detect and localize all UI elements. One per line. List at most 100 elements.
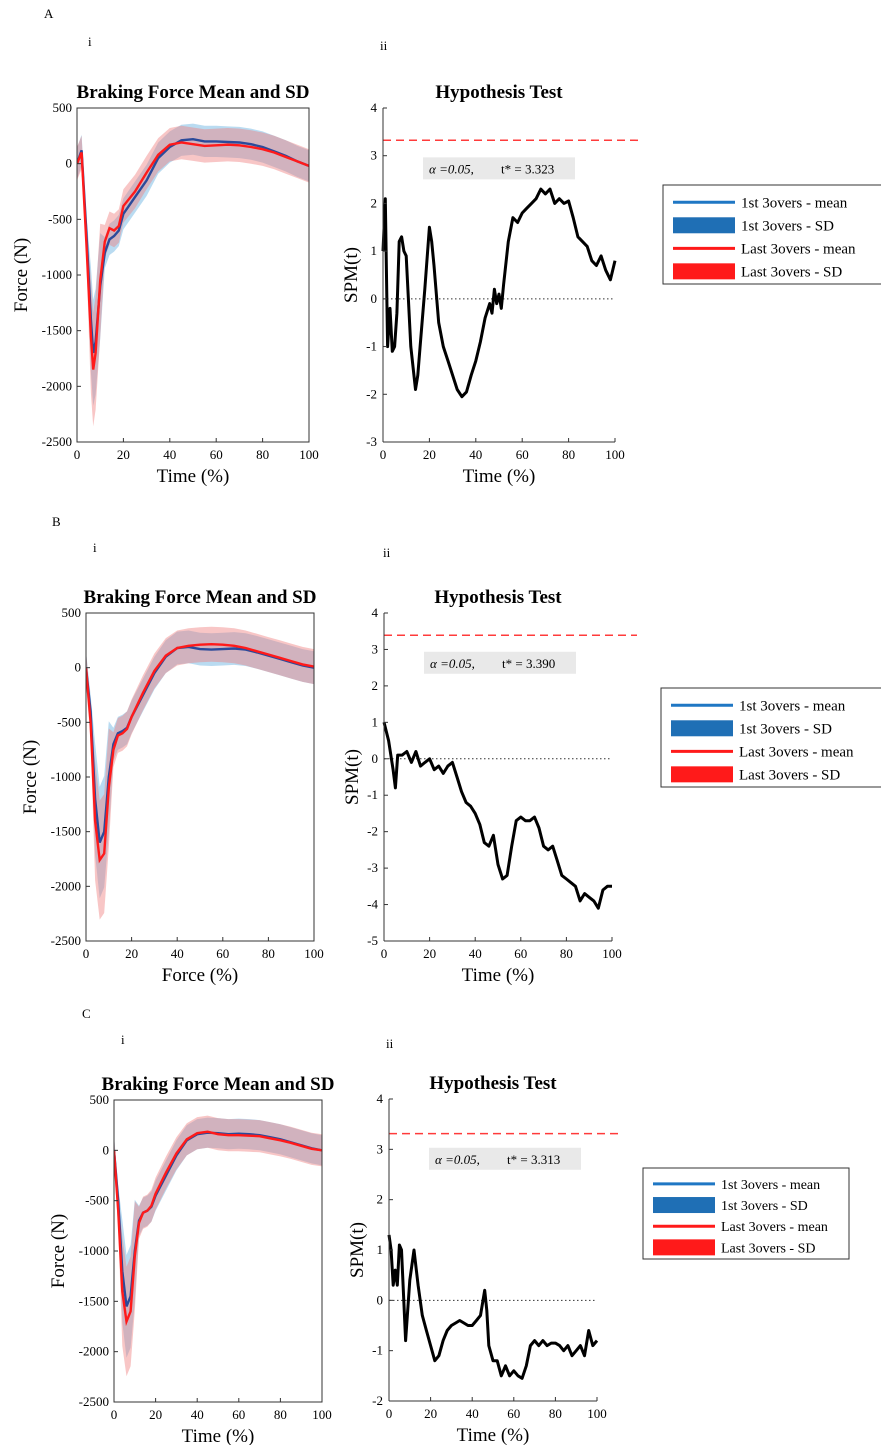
y-tick-label: -2500 — [79, 1394, 109, 1409]
subpanel-label-ii: ii — [383, 545, 391, 560]
y-tick-label: 2 — [371, 195, 378, 210]
y-tick-label: -3 — [366, 434, 377, 449]
plot-area — [86, 626, 314, 920]
y-tick-label: -2500 — [42, 434, 72, 449]
x-tick-label: 20 — [423, 946, 436, 961]
y-axis-label: SPM(t) — [347, 1222, 368, 1278]
x-tick-label: 100 — [299, 447, 319, 462]
y-tick-label: -1000 — [51, 769, 81, 784]
legend-label: 1st 3overs - mean — [721, 1178, 820, 1193]
plot-area — [114, 1115, 322, 1377]
x-tick-label: 20 — [423, 447, 436, 462]
annotation-tstar: t* = 3.323 — [501, 161, 554, 176]
legend-label: Last 3overs - mean — [739, 744, 854, 760]
legend-swatch-patch — [653, 1239, 715, 1256]
y-tick-label: -500 — [48, 211, 72, 226]
y-tick-label: -500 — [85, 1193, 109, 1208]
x-tick-label: 0 — [74, 447, 81, 462]
x-axis-label: Force (%) — [162, 965, 239, 986]
y-tick-label: -2 — [367, 824, 378, 839]
y-tick-label: -4 — [367, 897, 378, 912]
y-tick-label: -2000 — [51, 878, 81, 893]
legend-label: 1st 3overs - SD — [721, 1199, 808, 1214]
y-tick-label: -2500 — [51, 933, 81, 948]
force-chart-c: Braking Force Mean and SD 0 20 40 60 80 100 500… — [48, 1074, 334, 1445]
y-axis-label: SPM(t) — [342, 749, 363, 805]
x-tick-label: 80 — [256, 447, 269, 462]
subpanel-label-ii: ii — [380, 38, 388, 53]
x-axis-label: Time (%) — [182, 1426, 255, 1445]
annotation-alpha: α =0.05, — [430, 656, 475, 671]
x-axis-label: Time (%) — [462, 965, 535, 986]
y-tick-label: 500 — [53, 100, 73, 115]
x-tick-label: 0 — [83, 946, 90, 961]
y-tick-label: -2 — [366, 386, 377, 401]
sd-band-first-3overs — [77, 123, 309, 406]
y-tick-label: -2000 — [79, 1344, 109, 1359]
x-tick-label: 60 — [216, 946, 229, 961]
legend-swatch-patch — [653, 1197, 715, 1214]
x-tick-label: 100 — [605, 447, 625, 462]
legend-label: 1st 3overs - mean — [739, 698, 846, 714]
mean-line-last-3overs — [114, 1130, 322, 1327]
legend-a: 1st 3overs - mean 1st 3overs - SD Last 3ov… — [662, 184, 881, 285]
panel-letter: C — [82, 1006, 91, 1021]
chart-title: Hypothesis Test — [429, 1073, 557, 1094]
subpanel-label-ii: ii — [386, 1036, 394, 1051]
chart-title: Braking Force Mean and SD — [77, 82, 310, 103]
x-tick-label: 60 — [210, 447, 223, 462]
subpanel-label-i: i — [88, 34, 92, 49]
spm-curve — [381, 187, 617, 399]
plot-area — [77, 123, 309, 427]
x-tick-label: 20 — [125, 946, 138, 961]
legend-swatch-patch — [673, 263, 735, 280]
y-tick-label: 4 — [377, 1091, 384, 1106]
legend-b: 1st 3overs - mean 1st 3overs - SD Last 3ov… — [660, 687, 881, 788]
y-tick-label: -1000 — [42, 267, 72, 282]
x-tick-label: 100 — [587, 1406, 607, 1421]
y-tick-label: 1 — [371, 243, 378, 258]
y-tick-label: 3 — [371, 148, 378, 163]
panel-letter: B — [52, 514, 61, 529]
y-tick-label: -5 — [367, 933, 378, 948]
x-tick-label: 100 — [312, 1407, 332, 1422]
mean-line-first-3overs — [77, 137, 309, 354]
x-tick-label: 20 — [117, 447, 130, 462]
subpanel-label-i: i — [121, 1032, 125, 1047]
mean-line-last-3overs — [77, 141, 309, 370]
legend-swatch-patch — [671, 720, 733, 737]
legend-label: Last 3overs - SD — [741, 264, 842, 280]
annotation-tstar: t* = 3.313 — [507, 1152, 560, 1167]
annotation-box — [423, 157, 575, 180]
x-tick-label: 60 — [516, 447, 529, 462]
x-axis-label: Time (%) — [457, 1425, 530, 1445]
y-tick-label: 0 — [75, 660, 82, 675]
x-tick-label: 20 — [424, 1406, 437, 1421]
x-tick-label: 40 — [466, 1406, 479, 1421]
force-chart-b: Braking Force Mean and SD 0 20 40 60 80 100 500… — [20, 587, 324, 986]
x-tick-label: 80 — [549, 1406, 562, 1421]
x-axis-label: Time (%) — [463, 466, 536, 487]
y-tick-label: 0 — [372, 751, 379, 766]
force-chart-a: Braking Force Mean and SD 0 20 40 60 80 100 500… — [11, 82, 319, 487]
legend-label: Last 3overs - SD — [739, 767, 840, 783]
y-tick-label: -1500 — [79, 1293, 109, 1308]
sd-band-last-3overs — [114, 1115, 322, 1377]
chart-title: Hypothesis Test — [435, 82, 563, 103]
y-tick-label: -1000 — [79, 1243, 109, 1258]
legend-label: Last 3overs - SD — [721, 1241, 816, 1256]
y-tick-label: 4 — [372, 605, 379, 620]
legend-label: 1st 3overs - SD — [741, 218, 834, 234]
y-tick-label: -1500 — [51, 824, 81, 839]
sd-band-last-3overs — [86, 626, 314, 920]
y-tick-label: 0 — [103, 1142, 110, 1157]
y-tick-label: 500 — [62, 605, 82, 620]
x-tick-label: 80 — [262, 946, 275, 961]
x-tick-label: 60 — [514, 946, 527, 961]
y-tick-label: -1 — [366, 339, 377, 354]
x-axis-label: Time (%) — [157, 466, 230, 487]
x-tick-label: 40 — [191, 1407, 204, 1422]
x-tick-label: 60 — [232, 1407, 245, 1422]
